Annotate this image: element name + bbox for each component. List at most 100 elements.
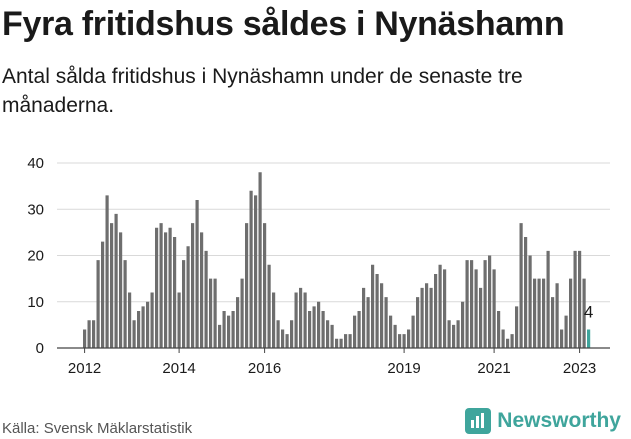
bar [330,324,334,348]
bar [294,292,298,348]
bar [371,264,375,348]
bar [578,250,582,348]
bar [92,320,96,348]
bar [456,320,460,348]
bar [569,278,573,348]
bar [465,260,469,348]
bar [159,223,163,348]
bar [299,287,303,348]
bar [560,329,564,348]
bar [402,334,406,348]
bar [488,255,492,348]
bar [317,301,321,348]
bar [555,283,559,348]
bar [195,200,199,348]
bar [213,278,217,348]
bar [146,301,150,348]
source-note: Källa: Svensk Mäklarstatistik [2,420,193,437]
bar [375,274,379,348]
x-tick-label: 2016 [248,360,281,377]
bar [515,306,519,348]
bar [137,311,141,348]
bar [303,292,307,348]
bar [177,292,181,348]
bar [411,315,415,348]
brand-logo: Newsworthy [465,408,621,434]
bar [470,260,474,348]
bar [173,237,177,348]
bar [533,278,537,348]
bar [272,292,276,348]
bar [128,292,132,348]
bar [249,190,253,348]
bar [497,311,501,348]
x-tick-label: 2012 [68,360,101,377]
bar [119,232,123,348]
bar [479,287,483,348]
bar [254,195,258,348]
bar [393,324,397,348]
bar [461,301,465,348]
bar [474,269,478,348]
bar [155,227,159,348]
bar [389,315,393,348]
bar [285,334,289,348]
bar-chart: 0 10 20 30 40 2012 2014 2016 2019 2021 2023 4 [27,155,610,377]
bar [501,329,505,348]
bar [524,237,528,348]
bar [87,320,91,348]
x-tick-label: 2021 [477,360,510,377]
bar [416,297,420,348]
page-subtitle: Antal sålda fritidshus i Nynäshamn under… [2,65,523,117]
bar [348,334,352,348]
bar [384,297,388,348]
x-tick-label: 2023 [563,360,596,377]
x-tick-label: 2019 [387,360,420,377]
bar [114,213,118,348]
bar [96,260,100,348]
bar [258,172,262,348]
y-tick-label: 0 [36,340,44,357]
bar [551,297,555,348]
bar [231,311,235,348]
y-tick-label: 20 [27,248,44,265]
bar [546,250,550,348]
bar [434,274,438,348]
bar [510,334,514,348]
bar [150,292,154,348]
bar [429,287,433,348]
bar [335,338,339,348]
bar [132,320,136,348]
bar [290,320,294,348]
bar [83,329,87,348]
bar [164,232,168,348]
bar [564,315,568,348]
bar [357,311,361,348]
bar [582,278,586,348]
bar [326,320,330,348]
bar [537,278,541,348]
bar [276,320,280,348]
brand-name: Newsworthy [497,409,621,432]
highlight-bar [587,329,591,348]
bar [312,306,316,348]
bar [362,287,366,348]
bar [281,329,285,348]
bar [168,227,172,348]
bar [407,329,411,348]
bar [101,241,105,348]
bar [398,334,402,348]
bar [380,283,384,348]
bar [483,260,487,348]
highlight-value-label: 4 [584,303,593,322]
bar [542,278,546,348]
bar [573,250,577,348]
bar [528,255,532,348]
bar [492,269,496,348]
bar [227,315,231,348]
y-tick-label: 10 [27,294,44,311]
bar [218,324,222,348]
bar [105,195,109,348]
bar [182,260,186,348]
bar [353,315,357,348]
